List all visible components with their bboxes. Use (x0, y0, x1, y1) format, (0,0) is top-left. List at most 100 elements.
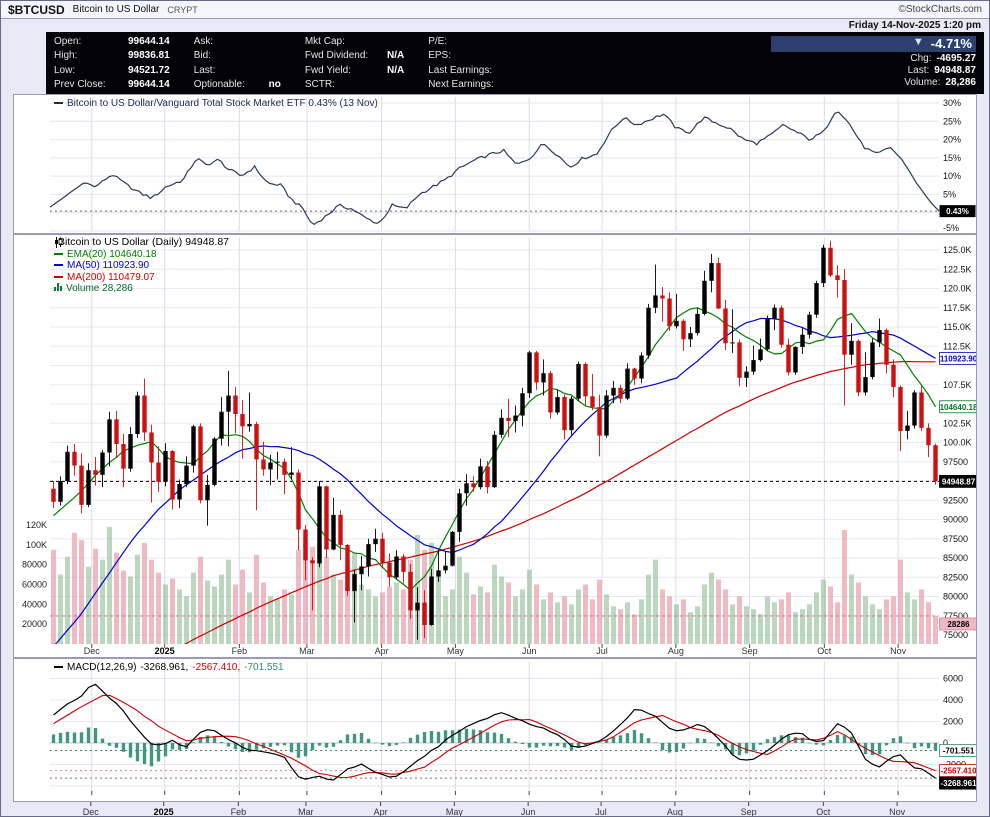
svg-text:20000: 20000 (22, 619, 47, 629)
quote-panel: Open: 99644.14 High: 99836.81 Low: 94521.72… (46, 32, 984, 94)
svg-text:5%: 5% (943, 189, 956, 199)
price-legend: Bitcoin to US Dollar (Daily) 94948.87 EM… (54, 236, 229, 295)
macd-signal-value: -2567.410, (192, 662, 241, 673)
svg-text:Nov: Nov (890, 646, 907, 656)
volume-label: Volume: (904, 77, 941, 88)
ma200-label: MA(200) 110479.07 (67, 271, 155, 283)
bottom-axis-labels: Dec 2025 Feb Mar Apr May Jun Jul Aug Sep Oct Nov (83, 802, 906, 817)
quote-label: Open: (54, 36, 82, 47)
change-row: Chg: -4695.27 (910, 53, 976, 64)
quote-value (502, 65, 530, 76)
svg-text:Feb: Feb (232, 646, 248, 656)
month-label: Feb (231, 807, 247, 817)
svg-text:30%: 30% (943, 98, 961, 108)
ema20-label: EMA(20) 104640.18 (67, 248, 157, 260)
ma50-label: MA(50) 110923.90 (67, 260, 150, 271)
svg-text:85000: 85000 (943, 553, 968, 563)
svg-text:20%: 20% (943, 135, 961, 145)
quote-col-bidask: Ask: Bid: Last: Optionable: no (194, 36, 281, 90)
last-value: 94948.87 (934, 65, 976, 76)
volume-legend-label: Volume 28,286 (66, 283, 133, 294)
svg-text:15%: 15% (943, 153, 961, 163)
svg-text:-3268.961: -3268.961 (940, 779, 977, 788)
macd-swatch-icon (54, 666, 63, 669)
bottom-x-axis: Dec 2025 Feb Mar Apr May Jun Jul Aug Sep Oct Nov (13, 802, 977, 817)
svg-text:100K: 100K (26, 540, 47, 550)
svg-text:80000: 80000 (22, 560, 47, 570)
last-row: Last: 94948.87 (908, 65, 976, 76)
macd-hist-value: -701.551 (244, 662, 284, 673)
quote-label: EPS: (428, 50, 451, 62)
svg-text:-2567.410: -2567.410 (940, 767, 977, 776)
svg-text:120K: 120K (26, 520, 47, 530)
svg-text:25%: 25% (943, 116, 961, 126)
macd-chart: 6000400020000-2000-4000-701.551-2567.410… (50, 661, 977, 795)
svg-text:Dec: Dec (84, 646, 101, 656)
macd-histogram (51, 727, 938, 767)
quote-label: Low: (54, 64, 76, 76)
svg-text:2025: 2025 (155, 646, 175, 656)
line-swatch-icon (54, 102, 63, 105)
svg-text:77500: 77500 (943, 611, 968, 621)
instrument-name: Bitcoin to US Dollar (72, 4, 160, 15)
svg-text:Oct: Oct (817, 646, 832, 656)
macd-panel: 6000400020000-2000-4000-701.551-2567.410… (13, 658, 977, 802)
svg-text:110923.90: 110923.90 (940, 354, 977, 363)
svg-text:125.0K: 125.0K (943, 245, 972, 255)
chg-value: -4695.27 (936, 53, 976, 64)
svg-text:40000: 40000 (22, 599, 47, 609)
svg-text:-701.551: -701.551 (943, 747, 975, 756)
quote-label: Last: (193, 64, 216, 76)
symbol: $BTCUSD (8, 2, 65, 17)
macd-title-text: MACD(12,26,9) (67, 662, 137, 673)
svg-text:120.0K: 120.0K (943, 284, 972, 294)
month-label: Oct (816, 807, 831, 817)
quote-col-fundamentals: Mkt Cap: Fwd Dividend: N/A Fwd Yield: N/A … (305, 36, 404, 90)
svg-text:115.0K: 115.0K (943, 322, 971, 332)
relative-performance-chart: 30% 25% 20% 15% 10% 5% -5% 0.43% (49, 97, 976, 233)
month-label: Sep (741, 807, 757, 817)
svg-text:122.5K: 122.5K (943, 264, 972, 274)
quote-value: no (268, 78, 281, 90)
month-label: Jul (595, 807, 607, 817)
svg-text:117.5K: 117.5K (943, 303, 971, 313)
volume-bars (51, 526, 938, 644)
svg-text:Apr: Apr (375, 646, 389, 656)
svg-text:104640.18: 104640.18 (940, 403, 977, 412)
ma200-swatch-icon (54, 275, 63, 278)
candlestick-chart: Dec 2025 Feb Mar Apr May Jun Jul Aug Sep Oct Nov 750… (22, 237, 977, 656)
chart-title: Bitcoin to US Dollar (Daily) 94948.87 (58, 236, 229, 248)
svg-text:Jul: Jul (596, 646, 608, 656)
legend-ma200: MA(200) 110479.07 (54, 272, 229, 284)
stockcharts-credit: ©StockCharts.com (898, 4, 982, 15)
svg-text:60000: 60000 (22, 580, 47, 590)
ma50-swatch-icon (54, 264, 63, 267)
svg-text:112.5K: 112.5K (943, 341, 971, 351)
svg-text:0.43%: 0.43% (946, 207, 969, 216)
svg-text:May: May (447, 646, 465, 656)
chart-datetime: Friday 14-Nov-2025 1:20 pm (848, 20, 981, 31)
svg-text:-5%: -5% (943, 223, 959, 233)
quote-summary: ▼ -4.71% Chg: -4695.27 Last: 94948.87 Vo… (771, 36, 976, 90)
volume-row: Volume: 28,286 (904, 77, 976, 88)
svg-text:4000: 4000 (943, 695, 963, 705)
quote-label: Ask: (193, 36, 214, 47)
svg-text:80000: 80000 (943, 592, 968, 602)
month-label: Aug (667, 807, 683, 817)
month-label: 2025 (154, 807, 174, 817)
chg-label: Chg: (910, 53, 932, 64)
legend-ema20: EMA(20) 104640.18 (54, 249, 229, 261)
svg-text:102.5K: 102.5K (943, 418, 972, 428)
quote-label: Optionable: (193, 78, 245, 90)
quote-value (502, 79, 530, 90)
month-label: Dec (83, 807, 100, 817)
price-panel: Dec 2025 Feb Mar Apr May Jun Jul Aug Sep Oct Nov 750… (13, 234, 977, 658)
legend-ma50: MA(50) 110923.90 (54, 260, 229, 272)
svg-text:Aug: Aug (668, 646, 684, 656)
quote-label: P/E: (428, 36, 448, 47)
quote-value (253, 36, 281, 47)
svg-text:2000: 2000 (943, 717, 963, 727)
quote-label: Prev Close: (54, 78, 106, 90)
quote-value: 99836.81 (127, 50, 170, 62)
